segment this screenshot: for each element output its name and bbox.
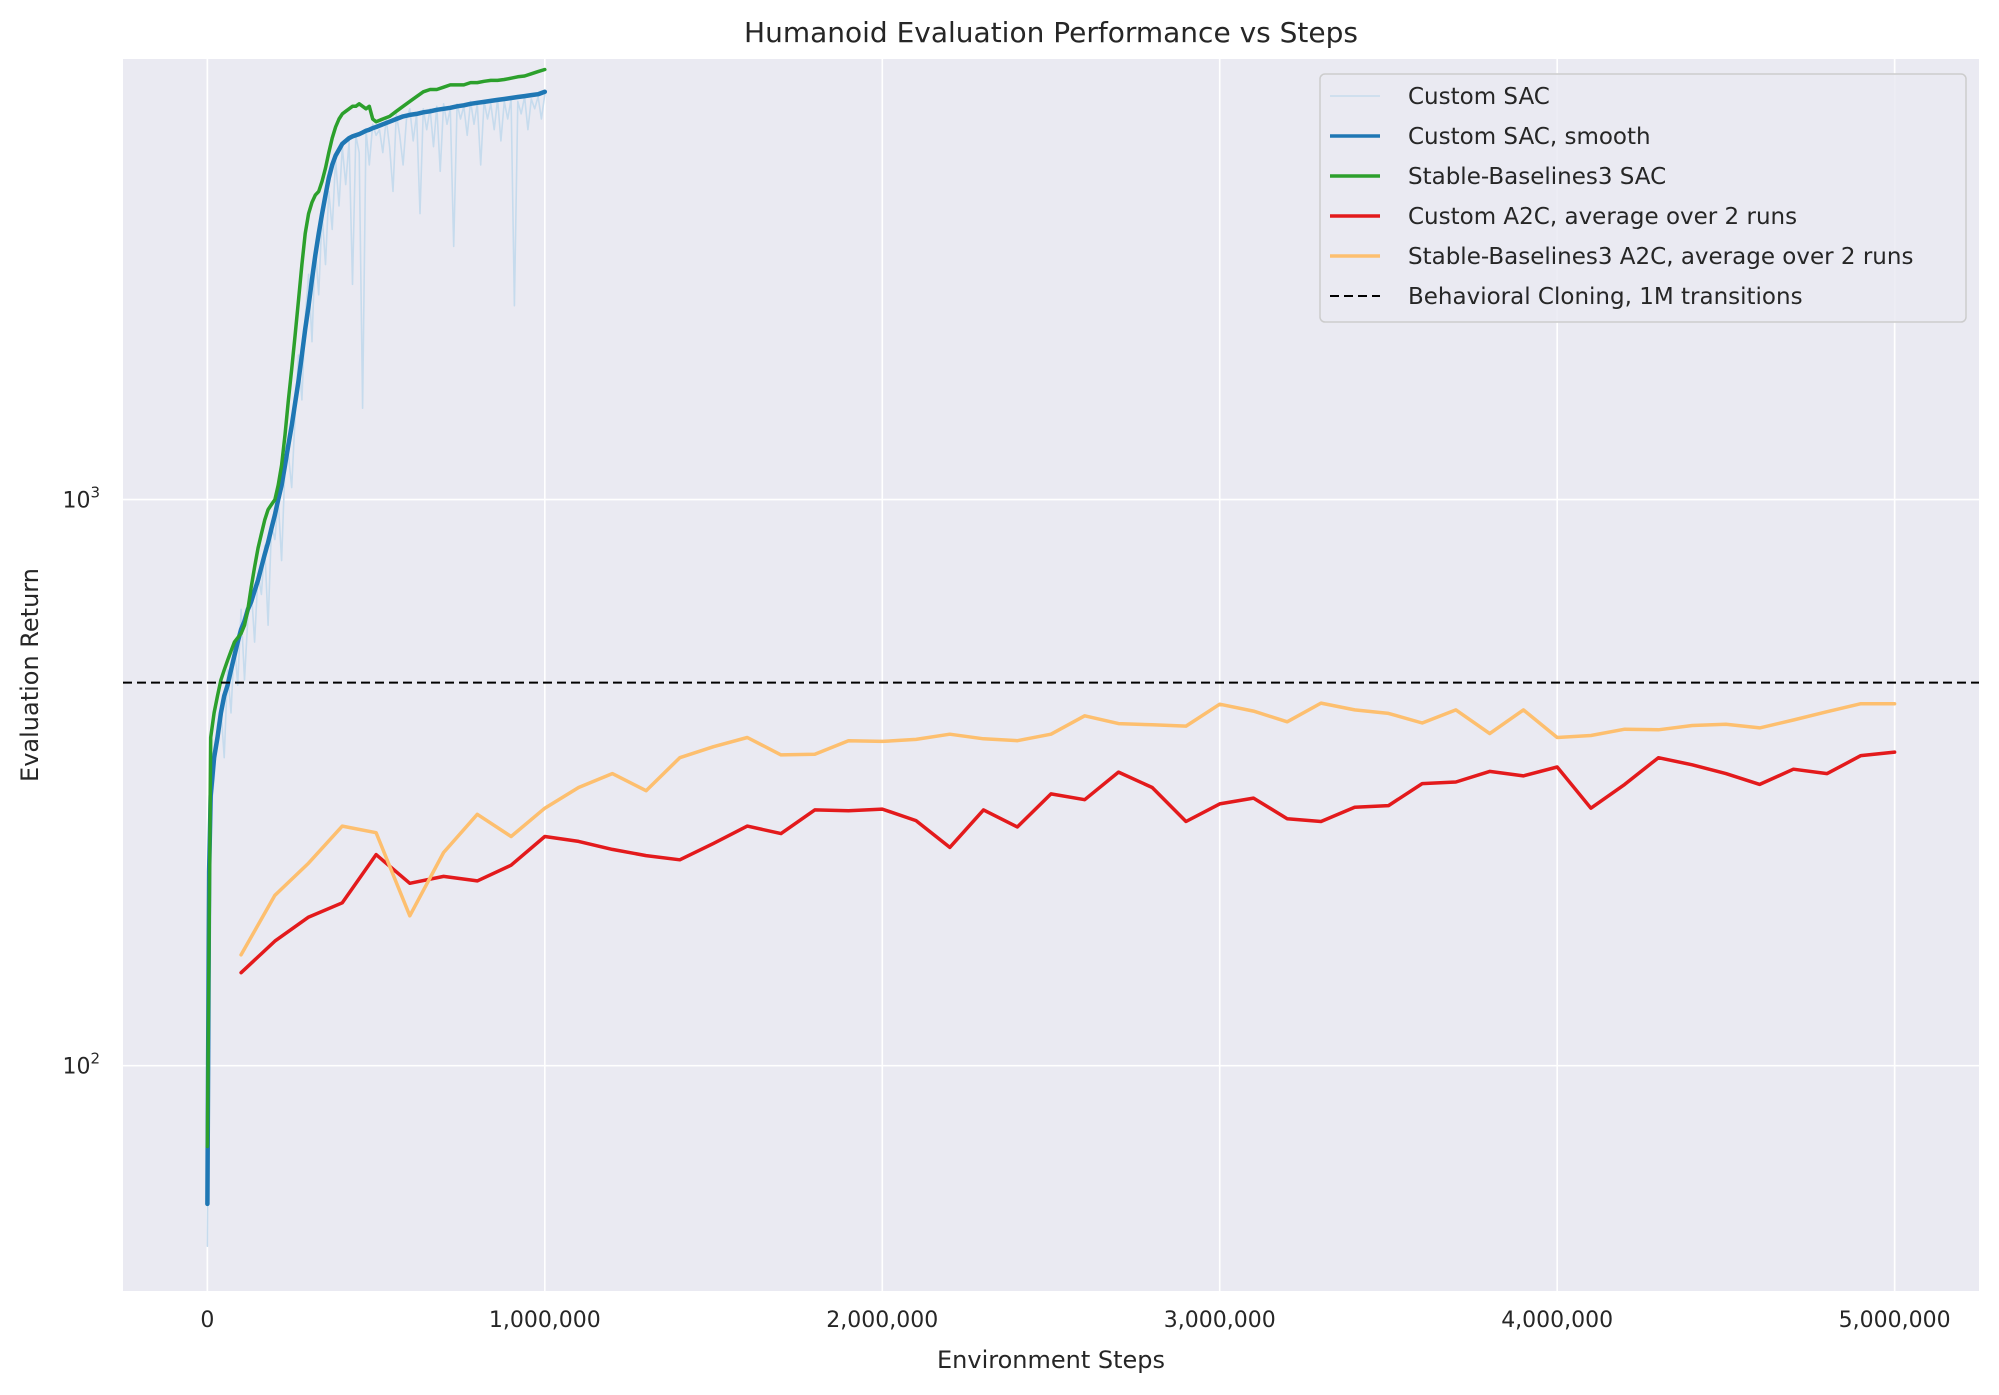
y-tick-label: 103 (62, 484, 100, 514)
x-tick-labels: 0 1,000,000 2,000,000 3,000,000 4,000,000 5,0… (200, 1308, 1950, 1333)
grid (123, 59, 1979, 1291)
legend-entry: Custom A2C, average over 2 runs (1408, 204, 1797, 230)
y-tick-labels: 102 103 (62, 484, 100, 1080)
legend-entry: Custom SAC, smooth (1408, 124, 1651, 150)
legend-entry: Stable-Baselines3 A2C, average over 2 ru… (1408, 244, 1913, 270)
x-tick-label: 1,000,000 (489, 1308, 601, 1333)
x-axis-label: Environment Steps (937, 1346, 1165, 1374)
series-line-2 (205, 67, 547, 1149)
chart-title: Humanoid Evaluation Performance vs Steps (744, 16, 1358, 49)
y-axis-label: Evaluation Return (16, 568, 44, 782)
x-tick-label: 2,000,000 (826, 1308, 938, 1333)
series-line-4 (239, 701, 1897, 957)
series-line-3 (239, 750, 1897, 975)
legend-entry: Behavioral Cloning, 1M transitions (1408, 284, 1803, 310)
legend: Custom SAC Custom SAC, smooth Stable-Basel… (1319, 73, 1967, 323)
x-tick-label: 4,000,000 (1501, 1308, 1613, 1333)
x-tick-label: 3,000,000 (1164, 1308, 1276, 1333)
x-tick-label: 5,000,000 (1839, 1308, 1951, 1333)
legend-entry: Custom SAC (1408, 84, 1550, 110)
legend-box (1319, 73, 1967, 323)
series-layer (123, 67, 1979, 1247)
legend-entry: Stable-Baselines3 SAC (1408, 164, 1666, 190)
y-tick-label: 102 (62, 1050, 100, 1080)
x-tick-label: 0 (200, 1308, 214, 1333)
